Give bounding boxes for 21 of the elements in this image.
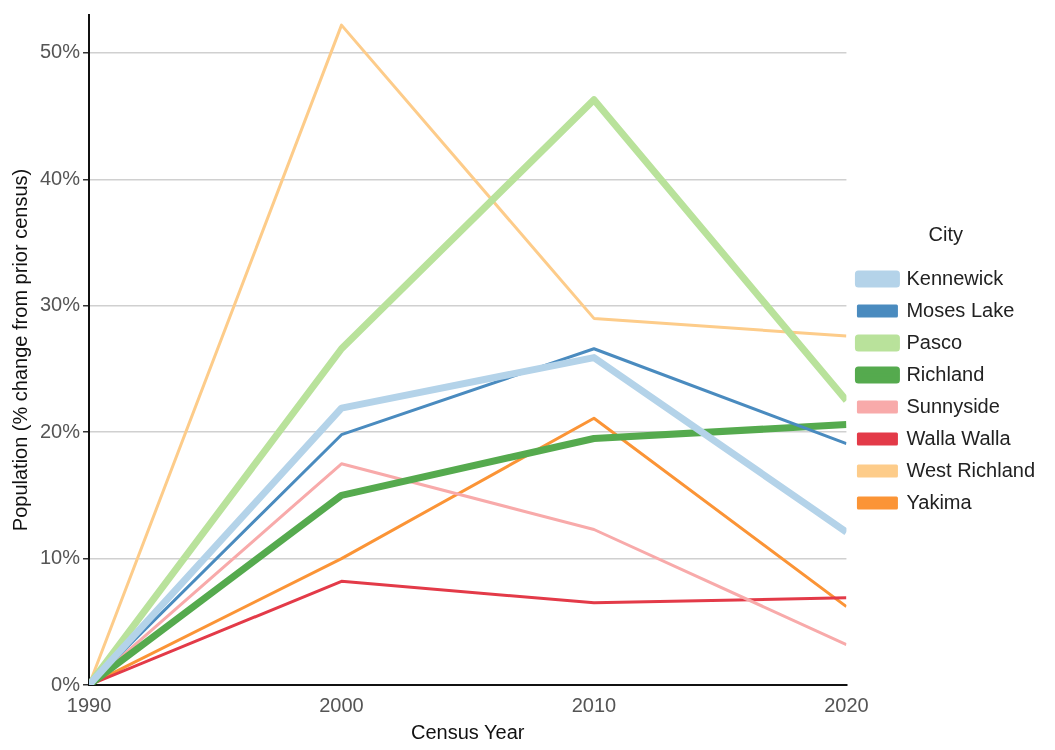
y-tick-label: 40% (40, 166, 81, 189)
legend-label: Moses Lake (906, 298, 1015, 321)
x-tick-label: 2010 (571, 693, 617, 716)
x-tick-label: 1990 (66, 693, 112, 716)
y-tick-label: 30% (40, 293, 81, 316)
legend-title: City (928, 222, 963, 245)
x-axis-title: Census Year (411, 720, 525, 743)
legend-label: Yakima (906, 490, 973, 513)
legend-label: Walla Walla (906, 426, 1012, 449)
y-tick-label: 50% (40, 40, 81, 63)
x-tick-label: 2000 (319, 693, 364, 716)
legend-label: West Richland (906, 458, 1035, 481)
legend-label: Kennewick (906, 266, 1005, 289)
x-tick-label: 2020 (824, 693, 869, 716)
y-tick-label: 20% (40, 419, 81, 442)
y-tick-label: 10% (40, 546, 81, 569)
legend-label: Sunnyside (906, 394, 1000, 417)
y-tick-label: 0% (51, 672, 81, 695)
y-axis-title: Population (% change from prior census) (8, 168, 31, 532)
legend-label: Richland (906, 362, 985, 385)
legend-label: Pasco (906, 330, 963, 353)
